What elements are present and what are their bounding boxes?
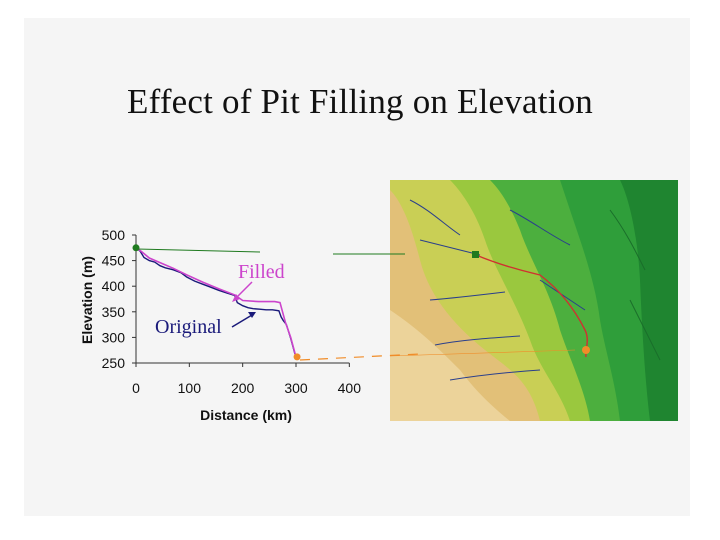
x-tick-label: 100 <box>178 380 202 396</box>
terrain-map <box>390 180 678 421</box>
filled-pointer-arrowhead <box>232 294 240 302</box>
original-label: Original <box>155 316 222 338</box>
marker-end <box>293 353 301 361</box>
y-tick-label: 250 <box>102 355 126 371</box>
y-tick-label: 400 <box>102 278 126 294</box>
filled-label: Filled <box>238 261 285 283</box>
y-tick-label: 300 <box>102 329 126 345</box>
x-tick-label: 400 <box>338 380 362 396</box>
map-start-marker <box>472 251 479 258</box>
original-pointer <box>231 314 253 328</box>
y-tick-label: 450 <box>102 253 126 269</box>
chart-axes <box>135 235 350 364</box>
x-tick-label: 200 <box>231 380 255 396</box>
x-tick-label: 300 <box>284 380 308 396</box>
slide-title: Effect of Pit Filling on Elevation <box>127 82 593 121</box>
original-pointer-arrowhead <box>248 312 256 318</box>
y-tick-label: 350 <box>102 304 126 320</box>
x-tick-label: 0 <box>132 380 140 396</box>
y-axis-label: Elevation (m) <box>79 256 95 344</box>
x-axis-label: Distance (km) <box>200 407 292 423</box>
map-end-marker <box>582 346 590 354</box>
series-line-filled <box>135 247 297 358</box>
chart-tick-labels: 500 450 400 350 300 250 0 100 200 300 400 <box>102 227 362 396</box>
y-tick-label: 500 <box>102 227 126 243</box>
marker-start <box>132 244 140 252</box>
filled-pointer <box>235 281 253 299</box>
terrain-map-image <box>390 180 678 421</box>
